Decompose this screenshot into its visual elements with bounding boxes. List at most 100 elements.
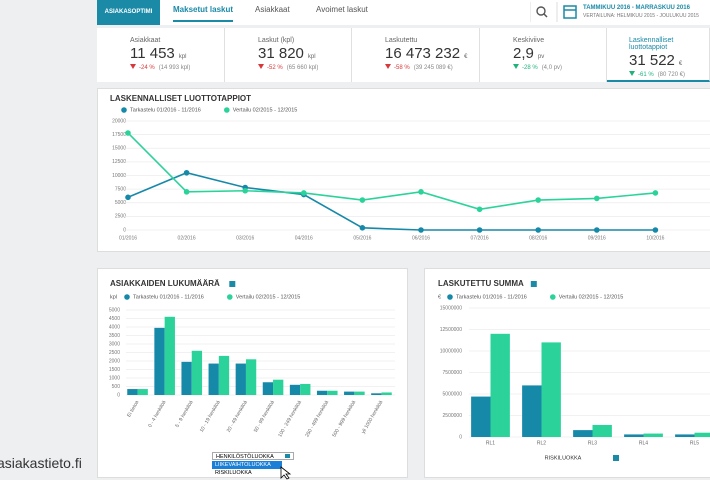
chart-menu-icon[interactable] bbox=[530, 281, 537, 287]
bar bbox=[316, 390, 328, 395]
bar bbox=[675, 434, 695, 437]
x-tick-label: 03/2016 bbox=[236, 235, 254, 241]
y-tick-label: 1000 bbox=[109, 375, 120, 381]
bar bbox=[371, 393, 382, 395]
point bbox=[183, 189, 190, 195]
bar bbox=[181, 361, 192, 395]
kpi-change: -61 % bbox=[638, 72, 654, 78]
kpi-card[interactable]: Asiakkaat 11 453 kpl -24 % (14 993 kpl) bbox=[97, 28, 225, 82]
bar bbox=[127, 389, 138, 395]
kpi-change-row: -28 % (4,0 pv) bbox=[513, 64, 606, 71]
line bbox=[127, 132, 656, 211]
dropdown[interactable]: HENKILÖSTÖLUOKKA bbox=[212, 452, 294, 460]
search-icon[interactable] bbox=[536, 6, 546, 16]
kpi-number: 31 522 bbox=[629, 52, 675, 69]
tab[interactable]: Avoimet laskut bbox=[316, 5, 368, 14]
tab[interactable]: Maksetut laskut bbox=[173, 5, 234, 22]
y-unit: € bbox=[438, 294, 441, 300]
chart-title: LASKUTETTU SUMMA bbox=[438, 279, 524, 288]
bar bbox=[541, 342, 561, 437]
trend-arrow bbox=[513, 64, 519, 69]
line bbox=[127, 171, 656, 231]
x-tick-label: 07/2016 bbox=[471, 235, 489, 241]
bar bbox=[154, 327, 165, 395]
x-tick-label: 10 - 19 henkilöä bbox=[199, 399, 222, 433]
kpi-value: 31 522 € bbox=[629, 52, 709, 69]
kpi-label: Laskutettu bbox=[385, 37, 418, 44]
kpi-value: 2,9 pv bbox=[513, 45, 606, 62]
tab[interactable]: Asiakkaat bbox=[255, 5, 290, 14]
chart-menu-icon[interactable] bbox=[229, 281, 236, 287]
kpi-previous: (4,0 pv) bbox=[541, 65, 563, 71]
kpi-change: -52 % bbox=[267, 65, 283, 71]
y-tick-label: 10000 bbox=[112, 173, 126, 179]
y-tick-label: 500 bbox=[112, 384, 121, 390]
x-tick-label: 10/2016 bbox=[646, 235, 664, 241]
legend-label: Tarkastelu 01/2016 - 11/2016 bbox=[456, 294, 527, 300]
bar bbox=[643, 433, 663, 437]
kpi-previous: (65 660 kpl) bbox=[286, 65, 319, 71]
panel bbox=[424, 268, 710, 478]
y-tick-label: 15000 bbox=[112, 146, 126, 152]
point bbox=[125, 130, 131, 136]
y-tick-label: 15000000 bbox=[440, 305, 462, 311]
dropdown-arrow[interactable] bbox=[285, 454, 290, 458]
bar bbox=[694, 432, 710, 437]
x-tick-label: yli 1000 henkilöä bbox=[361, 399, 385, 434]
logo[interactable]: ASIAKASOPTIMI bbox=[97, 0, 160, 25]
trend-arrow bbox=[629, 71, 635, 76]
legend-swatch bbox=[121, 107, 127, 113]
calendar-icon[interactable] bbox=[563, 5, 577, 19]
bar bbox=[235, 363, 246, 395]
kpi-card[interactable]: Laskutettu 16 473 232 € -58 % (39 245 089 €) bbox=[352, 28, 480, 82]
chart-title: LASKENNALLISET LUOTTOTAPPIOT bbox=[110, 94, 251, 103]
kpi-previous: (14 993 kpl) bbox=[158, 65, 191, 71]
point bbox=[652, 227, 659, 233]
legend-swatch bbox=[124, 294, 130, 300]
point bbox=[183, 169, 190, 176]
kpi-unit: kpl bbox=[178, 54, 187, 60]
bar bbox=[191, 350, 203, 395]
kpi-change: -28 % bbox=[522, 65, 538, 71]
kpi-card[interactable]: Keskiviive 2,9 pv -28 % (4,0 pv) bbox=[480, 28, 607, 82]
y-tick-label: 2500000 bbox=[443, 413, 463, 419]
footer-brand: asiakastieto.fi bbox=[0, 455, 82, 471]
kpi-label: Laskut (kpl) bbox=[258, 37, 295, 44]
y-tick-label: 2000 bbox=[109, 358, 120, 364]
kpi-number: 31 820 bbox=[258, 45, 304, 62]
x-tick-label: 02/2016 bbox=[178, 235, 196, 241]
kpi-card[interactable]: Laskut (kpl) 31 820 kpl -52 % (65 660 kpl) bbox=[225, 28, 352, 82]
bar bbox=[137, 389, 148, 395]
bar bbox=[344, 391, 355, 395]
axis-menu-icon[interactable] bbox=[613, 455, 619, 461]
bar bbox=[245, 359, 257, 395]
y-tick-label: 20000 bbox=[112, 118, 126, 124]
bar bbox=[381, 392, 392, 395]
kpi-value: 11 453 kpl bbox=[130, 45, 224, 62]
kpi-label: Keskiviive bbox=[513, 37, 545, 44]
kpi-card[interactable]: Laskennalliset luottotappiot 31 522 € -61 %… bbox=[607, 28, 710, 82]
kpi-number: 11 453 bbox=[130, 45, 175, 62]
bar bbox=[592, 424, 612, 437]
x-tick-label: 5 - 9 henkilöä bbox=[174, 399, 194, 428]
legend-label: Vertailu 02/2015 - 12/2015 bbox=[236, 294, 301, 300]
kpi-number: 2,9 bbox=[513, 45, 534, 62]
cursor bbox=[280, 466, 292, 480]
dropdown-option[interactable]: RISKILUOKKA bbox=[212, 469, 282, 477]
dropdown-option[interactable]: LIIKEVAIHTOLUOKKA bbox=[212, 461, 282, 469]
header-icons bbox=[530, 2, 577, 22]
x-tick-label: 08/2016 bbox=[529, 235, 547, 241]
kpi-change-row: -58 % (39 245 089 €) bbox=[385, 64, 479, 71]
point bbox=[594, 227, 600, 233]
y-tick-label: 5000 bbox=[109, 307, 120, 313]
x-tick-label: 250 - 499 henkilöä bbox=[304, 399, 330, 438]
point bbox=[301, 190, 307, 196]
kpi-value: 16 473 232 € bbox=[385, 45, 479, 62]
period[interactable]: TAMMIKUU 2016 - MARRASKUU 2016 bbox=[583, 5, 690, 11]
point bbox=[418, 189, 424, 195]
x-tick-label: 04/2016 bbox=[295, 235, 313, 241]
point bbox=[652, 190, 659, 196]
point bbox=[535, 197, 541, 203]
